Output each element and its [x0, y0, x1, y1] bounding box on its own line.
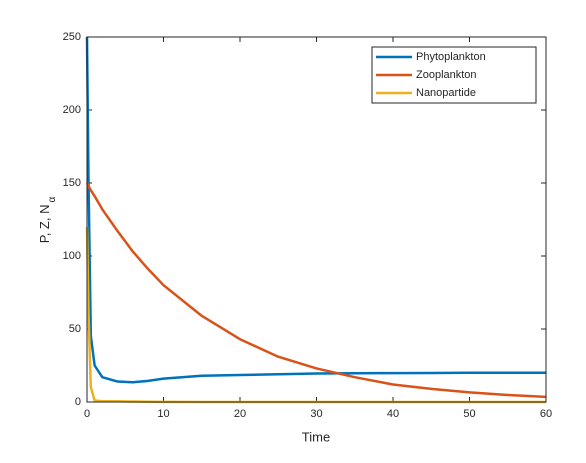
y-tick-label: 100	[63, 250, 81, 262]
y-axis-label: P, Z, N α	[37, 197, 57, 244]
legend-label: Phytoplankton	[416, 51, 486, 63]
x-tick-label: 50	[463, 408, 475, 420]
legend-label: Nanopartide	[416, 87, 476, 99]
y-axis-label-subscript: α	[47, 197, 58, 203]
x-tick-label: 0	[84, 408, 90, 420]
x-tick-label: 60	[540, 408, 552, 420]
x-tick-label: 30	[310, 408, 322, 420]
legend: Phytoplankton Zooplankton Nanopartide	[371, 46, 537, 104]
x-tick-label: 20	[234, 408, 246, 420]
y-tick-label: 250	[63, 31, 81, 43]
y-tick-label: 0	[75, 396, 81, 408]
x-axis-label: Time	[302, 429, 330, 444]
axes-box	[86, 36, 547, 403]
series-line	[85, 182, 547, 399]
legend-label: Zooplankton	[416, 69, 477, 81]
y-tick-label: 200	[63, 104, 81, 116]
y-tick-label: 50	[69, 323, 81, 335]
x-tick-label: 10	[157, 408, 169, 420]
y-tick-label: 150	[63, 177, 81, 189]
x-tick-label: 40	[387, 408, 399, 420]
series-line	[85, 36, 546, 384]
y-axis-label-main: P, Z, N	[37, 205, 52, 244]
